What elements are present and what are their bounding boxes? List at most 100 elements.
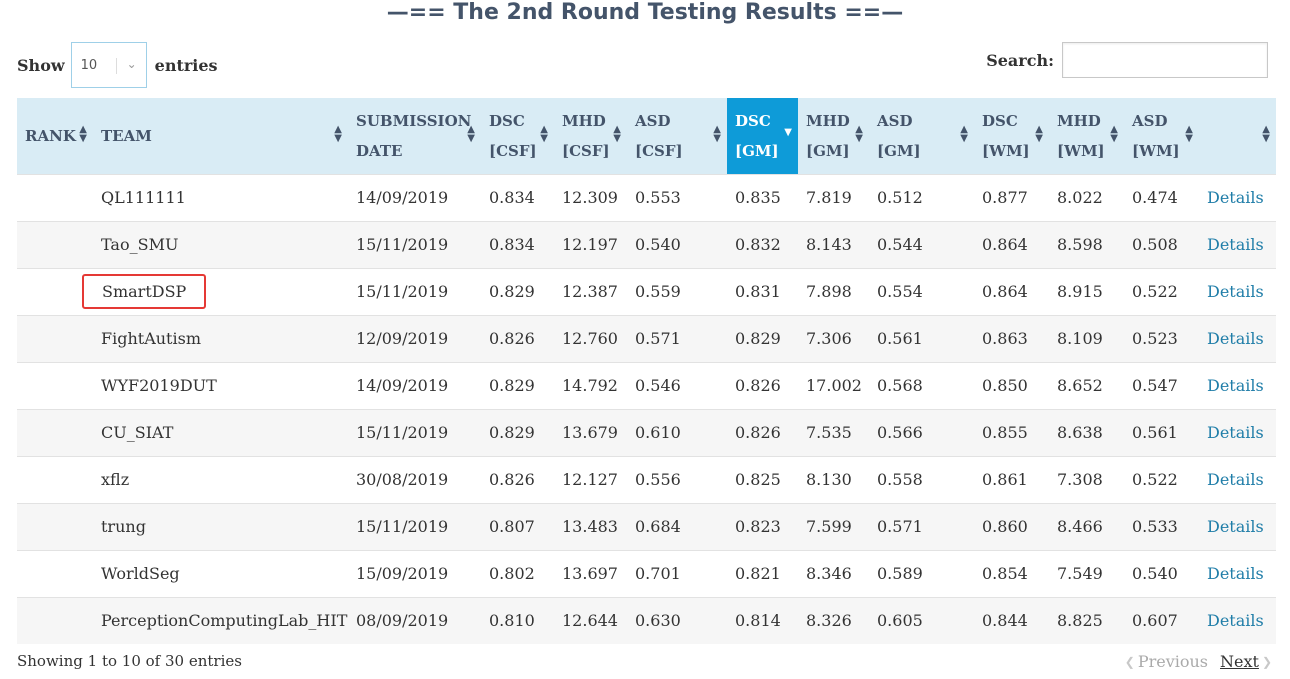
details-link[interactable]: Details <box>1207 611 1264 631</box>
cell-dsc-wm: 0.855 <box>974 408 1049 456</box>
details-link[interactable]: Details <box>1207 188 1264 207</box>
cell-dsc-wm: 0.863 <box>974 314 1049 362</box>
cell-dsc-wm: 0.864 <box>974 267 1049 315</box>
cell-asd-csf: 0.701 <box>627 549 727 597</box>
chevron-right-icon: ❯ <box>1261 654 1272 669</box>
cell-dsc-gm: 0.823 <box>727 502 798 550</box>
column-header-dsc-csf[interactable]: DSC [CSF] ▲ ▼ <box>481 98 554 174</box>
cell-dsc-csf: 0.834 <box>481 173 554 221</box>
cell-asd-csf: 0.684 <box>627 502 727 550</box>
cell-dsc-csf: 0.829 <box>481 267 554 315</box>
cell-mhd-csf: 13.697 <box>554 549 627 597</box>
cell-submission-date: 30/08/2019 <box>348 455 481 503</box>
column-header-dsc-wm[interactable]: DSC [WM] ▲ ▼ <box>974 98 1049 174</box>
entries-label: entries <box>154 55 218 75</box>
details-link[interactable]: Details <box>1207 329 1264 348</box>
column-header-submission-date[interactable]: SUBMISSION DATE ▲ ▼ <box>348 98 481 174</box>
details-link[interactable]: Details <box>1207 564 1264 583</box>
cell-mhd-wm: 8.652 <box>1049 361 1124 409</box>
cell-dsc-wm: 0.844 <box>974 596 1049 644</box>
cell-dsc-wm: 0.877 <box>974 173 1049 221</box>
cell-dsc-wm: 0.854 <box>974 549 1049 597</box>
column-header-asd-csf[interactable]: ASD [CSF] ▲ ▼ <box>627 98 727 174</box>
column-header-sublabel: [CSF] <box>635 141 683 160</box>
cell-dsc-gm: 0.831 <box>727 267 798 315</box>
column-header-asd-gm[interactable]: ASD [GM] ▲ ▼ <box>869 98 974 174</box>
column-header-label: TEAM <box>101 126 152 145</box>
cell-asd-gm: 0.589 <box>869 549 974 597</box>
cell-mhd-csf: 12.387 <box>554 267 627 315</box>
previous-page-button[interactable]: Previous <box>1137 652 1209 671</box>
cell-mhd-gm: 7.306 <box>798 314 869 362</box>
cell-asd-csf: 0.556 <box>627 455 727 503</box>
cell-mhd-csf: 12.127 <box>554 455 627 503</box>
details-link[interactable]: Details <box>1207 376 1264 395</box>
column-header-mhd-gm[interactable]: MHD [GM] ▲ ▼ <box>798 98 869 174</box>
cell-mhd-gm: 8.326 <box>798 596 869 644</box>
sort-icon: ▲ ▼ <box>855 124 863 144</box>
column-header-mhd-csf[interactable]: MHD [CSF] ▲ ▼ <box>554 98 627 174</box>
column-header-sublabel: [WM] <box>1057 141 1105 160</box>
column-header-label: RANK <box>25 126 76 145</box>
cell-asd-gm: 0.605 <box>869 596 974 644</box>
cell-team: QL111111 <box>93 173 348 221</box>
details-link[interactable]: Details <box>1207 517 1264 536</box>
table-row: FightAutism 12/09/2019 0.826 12.760 0.571 0.8… <box>17 314 1276 362</box>
cell-mhd-csf: 13.483 <box>554 502 627 550</box>
cell-team: FightAutism <box>93 314 348 362</box>
table-row: WorldSeg 15/09/2019 0.802 13.697 0.701 0.821 8… <box>17 549 1276 597</box>
details-link[interactable]: Details <box>1207 470 1264 489</box>
table-body: QL111111 14/09/2019 0.834 12.309 0.553 0.835 7… <box>17 173 1276 644</box>
table-row: SmartDSP 15/11/2019 0.829 12.387 0.559 0.831 7… <box>17 267 1276 315</box>
cell-mhd-csf: 12.309 <box>554 173 627 221</box>
column-header-dsc-gm[interactable]: DSC [GM] ▼ <box>727 98 798 174</box>
details-link[interactable]: Details <box>1207 423 1264 442</box>
sort-icon: ▲ ▼ <box>1035 124 1043 144</box>
table-info: Showing 1 to 10 of 30 entries <box>17 652 242 670</box>
column-header-mhd-wm[interactable]: MHD [WM] ▲ ▼ <box>1049 98 1124 174</box>
chevron-left-icon: ❮ <box>1124 654 1135 669</box>
sort-descending-icon: ▼ <box>784 127 792 138</box>
column-header-label: DSC <box>735 111 771 130</box>
cell-dsc-csf: 0.826 <box>481 314 554 362</box>
cell-rank <box>17 596 93 644</box>
cell-asd-wm: 0.533 <box>1124 502 1199 550</box>
sort-icon: ▲ ▼ <box>79 124 87 144</box>
cell-actions: Details <box>1199 173 1276 221</box>
cell-dsc-gm: 0.829 <box>727 314 798 362</box>
cell-asd-wm: 0.474 <box>1124 173 1199 221</box>
cell-submission-date: 08/09/2019 <box>348 596 481 644</box>
cell-submission-date: 15/11/2019 <box>348 502 481 550</box>
column-header-actions[interactable]: ▲ ▼ <box>1199 98 1276 174</box>
column-header-rank[interactable]: RANK ▲ ▼ <box>17 98 93 174</box>
sort-icon: ▲ ▼ <box>613 124 621 144</box>
entries-per-page-value: 10 <box>80 57 98 73</box>
next-page-button[interactable]: Next <box>1220 652 1259 671</box>
cell-rank <box>17 502 93 550</box>
details-link[interactable]: Details <box>1207 282 1264 301</box>
entries-per-page-select[interactable]: 10 ⌄ <box>70 42 147 88</box>
column-header-asd-wm[interactable]: ASD [WM] ▲ ▼ <box>1124 98 1199 174</box>
details-link[interactable]: Details <box>1207 235 1264 254</box>
cell-asd-csf: 0.546 <box>627 361 727 409</box>
cell-dsc-csf: 0.810 <box>481 596 554 644</box>
cell-actions: Details <box>1199 361 1276 409</box>
cell-rank <box>17 314 93 362</box>
cell-dsc-gm: 0.835 <box>727 173 798 221</box>
column-header-label: ASD <box>877 111 913 130</box>
cell-actions: Details <box>1199 455 1276 503</box>
cell-actions: Details <box>1199 267 1276 315</box>
sort-icon: ▲ ▼ <box>960 124 968 144</box>
cell-asd-wm: 0.522 <box>1124 267 1199 315</box>
cell-actions: Details <box>1199 549 1276 597</box>
cell-team: SmartDSP <box>82 267 348 315</box>
cell-asd-gm: 0.571 <box>869 502 974 550</box>
cell-rank <box>17 549 93 597</box>
search-input[interactable] <box>1062 42 1268 78</box>
cell-dsc-wm: 0.864 <box>974 220 1049 268</box>
column-header-team[interactable]: TEAM ▲ ▼ <box>93 98 348 174</box>
cell-mhd-wm: 8.915 <box>1049 267 1124 315</box>
cell-dsc-csf: 0.829 <box>481 361 554 409</box>
cell-actions: Details <box>1199 596 1276 644</box>
cell-asd-gm: 0.558 <box>869 455 974 503</box>
